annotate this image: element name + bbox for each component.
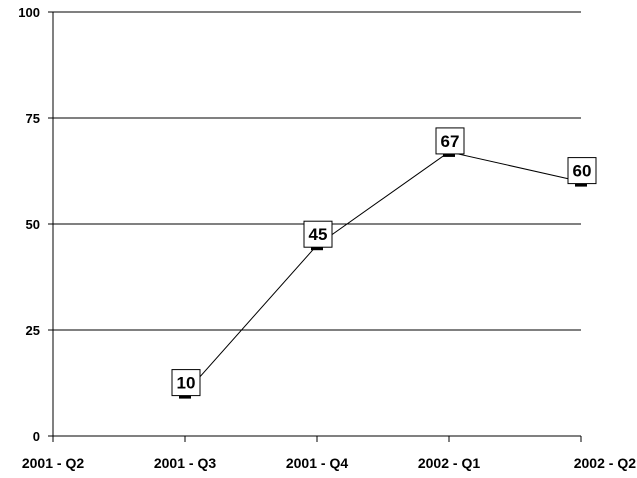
data-label-box xyxy=(171,369,201,397)
y-tick-label: 100 xyxy=(18,5,40,20)
x-tick-label: 2002 - Q1 xyxy=(418,455,480,471)
x-tick-label: 2001 - Q4 xyxy=(286,455,348,471)
series-line xyxy=(184,151,582,394)
x-tick-label: 2001 - Q2 xyxy=(22,455,84,471)
data-label-box xyxy=(435,127,465,155)
series-line-path xyxy=(184,151,582,394)
data-label-box xyxy=(567,157,597,185)
y-tick-label: 25 xyxy=(26,323,40,338)
x-tick-label: 2001 - Q3 xyxy=(154,455,216,471)
series-markers xyxy=(179,150,587,399)
y-tick-label: 75 xyxy=(26,111,40,126)
x-tick-label: 2002 - Q2 xyxy=(574,455,636,471)
data-labels: 10 45 67 60 xyxy=(171,127,597,397)
data-label: 67 xyxy=(441,132,460,151)
data-label-box xyxy=(303,220,333,248)
y-axis-ticks: 0 25 50 75 100 xyxy=(18,5,53,444)
y-tick-label: 0 xyxy=(33,429,40,444)
grid-lines xyxy=(53,11,581,331)
data-label: 60 xyxy=(573,162,592,181)
x-axis-ticks: 2001 - Q2 2001 - Q3 2001 - Q4 2002 - Q1 2002… xyxy=(22,436,636,471)
data-label: 45 xyxy=(309,225,328,244)
y-tick-label: 50 xyxy=(26,217,40,232)
data-label: 10 xyxy=(177,374,196,393)
